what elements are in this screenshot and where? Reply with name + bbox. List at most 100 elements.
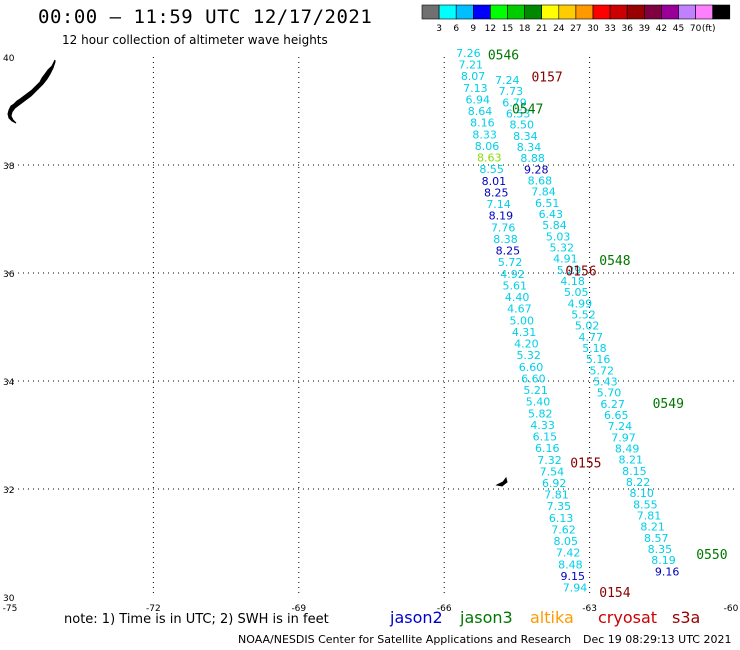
x-tick-label: -75 [3,604,18,614]
colorbar-swatch [490,4,508,20]
y-tick-label: 36 [3,270,15,280]
x-tick-label: -72 [146,604,161,614]
colorbar-legend: 3 6 9 12 15 18 21 24 27 30 33 36 39 42 45 70 (ft) [421,4,731,34]
wave-height-label: 7.76 [491,221,516,234]
wave-height-label: 8.21 [619,454,644,467]
legend-cryosat: cryosat [598,608,658,627]
wave-height-label: 7.21 [459,59,484,72]
wave-height-label: 5.43 [593,376,618,389]
wave-height-label: 8.57 [644,532,669,545]
wave-height-label: 6.79 [502,96,527,109]
page-subtitle: 12 hour collection of altimeter wave hei… [62,33,328,47]
wave-height-label: 4.31 [512,326,537,339]
wave-height-label: 5.16 [586,353,611,366]
footer-credit: NOAA/NESDIS Center for Satellite Applica… [238,633,572,646]
colorbar-swatch [592,4,611,20]
colorbar-swatch [472,4,491,20]
wave-height-label: 8.63 [477,152,502,165]
wave-height-label: 8.68 [528,175,553,188]
wave-height-label: 8.16 [470,117,495,130]
colorbar-label: 21 [536,24,547,34]
colorbar-swatch [575,4,594,20]
page-title: 00:00 – 11:59 UTC 12/17/2021 [38,6,373,28]
wave-height-label: 6.43 [539,208,564,221]
wave-height-label: 8.07 [461,70,486,83]
wave-height-label: 4.91 [553,253,578,266]
wave-height-label: 8.64 [468,105,493,118]
wave-height-label: 9.28 [524,163,549,176]
wave-height-label: 4.99 [568,297,593,310]
colorbar-swatch [712,4,731,20]
wave-height-label: 7.32 [537,454,562,467]
y-tick-label: 38 [3,162,15,172]
wave-height-label: 5.32 [516,349,541,362]
wave-height-label: 4.33 [530,419,555,432]
y-tick-label: 32 [3,486,14,496]
units-note: note: 1) Time is in UTC; 2) SWH is in fe… [64,612,329,627]
colorbar-label: (ft) [702,24,716,34]
colorbar-swatch [524,4,542,20]
wave-height-label: 8.10 [629,487,654,500]
colorbar-label: 30 [587,24,599,34]
colorbar-label: 9 [470,24,476,34]
wave-height-label: 8.49 [615,443,640,456]
wave-height-label: 5.61 [503,279,528,292]
colorbar-swatch [558,4,577,20]
colorbar-label: 70 [690,24,702,34]
pass-time-label: 0157 [531,70,562,85]
wave-height-label: 5.03 [546,230,571,243]
wave-height-label: 6.92 [542,477,567,490]
x-tick-label: -69 [291,604,306,614]
wave-height-label: 7.14 [486,198,511,211]
colorbar-swatch [421,4,440,20]
wave-height-label: 4.18 [560,275,585,288]
wave-height-label: 7.94 [563,582,588,595]
wave-height-label: 8.34 [513,130,538,143]
altimeter-tracks: 7.267.218.077.136.948.648.168.338.068.63… [456,47,679,595]
pass-time-label: 0155 [570,456,601,471]
wave-height-label: 8.25 [496,245,521,258]
wave-height-label: 8.01 [482,175,507,188]
colorbar-swatch [455,4,474,20]
wave-height-label: 8.35 [648,543,673,556]
coastline [7,59,508,487]
pass-time-label: 0548 [599,254,630,269]
pass-time-label: 0549 [653,397,684,412]
pass-time-label: 0547 [512,103,543,118]
wave-height-label: 8.55 [479,163,504,176]
pass-time-label: 0156 [565,265,596,280]
wave-height-label: 7.24 [608,420,633,433]
wave-height-label: 5.05 [564,286,589,299]
wave-height-label: 4.20 [514,338,539,351]
legend-jason3: jason3 [460,608,513,627]
legend-jason2: jason2 [390,608,443,627]
wave-height-label: 8.34 [517,141,542,154]
x-tick-label: -60 [724,604,739,614]
wave-height-label: 9.15 [560,570,585,583]
pass-time-label: 0154 [599,586,630,601]
wave-height-label: 8.88 [520,152,545,165]
wave-height-label: 6.13 [549,512,574,525]
wave-height-label: 8.38 [493,233,518,246]
y-tick-label: 40 [3,54,15,64]
wave-height-label: 6.16 [535,442,560,455]
wave-height-label: 5.32 [549,242,574,255]
wave-height-label: 5.52 [571,309,596,322]
wave-height-label: 6.51 [535,197,560,210]
wave-height-label: 7.73 [499,85,524,98]
coastline-shape [7,59,56,124]
wave-height-label: 6.65 [604,409,629,422]
wave-height-label: 7.54 [540,465,565,478]
wave-height-label: 5.40 [526,396,551,409]
colorbar-label: 39 [639,24,651,34]
wave-height-label: 4.92 [500,268,525,281]
colorbar-label: 24 [553,24,565,34]
wave-height-label: 7.84 [531,186,556,199]
wave-height-label: 5.70 [597,387,622,400]
x-tick-label: -66 [437,604,452,614]
colorbar-label: 45 [673,24,684,34]
wave-height-label: 8.22 [626,476,651,489]
wave-height-label: 8.48 [558,558,583,571]
wave-height-label: 7.26 [456,47,481,60]
